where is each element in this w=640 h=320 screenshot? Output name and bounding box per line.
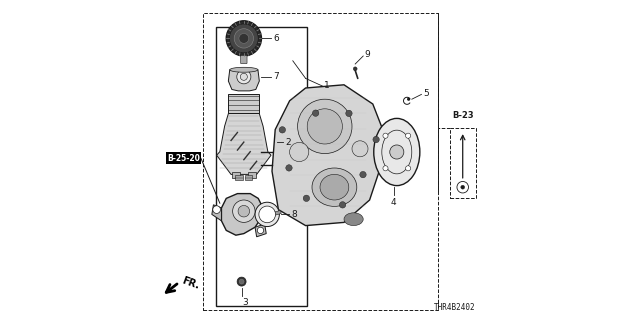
Circle shape — [461, 185, 465, 189]
Polygon shape — [228, 70, 259, 91]
Circle shape — [298, 99, 352, 154]
Polygon shape — [245, 175, 253, 180]
Circle shape — [407, 98, 410, 101]
Circle shape — [290, 142, 309, 162]
Circle shape — [239, 279, 244, 284]
Circle shape — [234, 29, 253, 48]
Circle shape — [312, 110, 319, 116]
Polygon shape — [255, 224, 266, 237]
Circle shape — [229, 24, 259, 53]
Bar — [204, 13, 438, 310]
Polygon shape — [212, 205, 221, 221]
Circle shape — [255, 202, 280, 227]
Circle shape — [227, 21, 262, 56]
Circle shape — [286, 165, 292, 171]
Circle shape — [303, 195, 310, 202]
Circle shape — [406, 133, 411, 138]
Ellipse shape — [320, 174, 349, 200]
Circle shape — [352, 141, 368, 157]
Circle shape — [383, 166, 388, 171]
Text: 2: 2 — [285, 138, 291, 147]
Text: 7: 7 — [273, 72, 279, 81]
Bar — [248, 172, 256, 178]
Circle shape — [353, 67, 357, 71]
Polygon shape — [236, 175, 243, 180]
Circle shape — [406, 166, 411, 171]
Bar — [232, 172, 240, 178]
Text: B-23: B-23 — [452, 111, 474, 120]
Circle shape — [307, 109, 342, 144]
Circle shape — [239, 34, 249, 43]
Circle shape — [346, 110, 352, 116]
Text: FR.: FR. — [181, 276, 201, 291]
Text: 5: 5 — [423, 89, 429, 98]
Polygon shape — [221, 194, 263, 235]
Circle shape — [237, 70, 251, 84]
Bar — [228, 94, 259, 113]
Bar — [450, 128, 476, 198]
Text: 8: 8 — [292, 210, 297, 219]
Circle shape — [373, 136, 380, 143]
Ellipse shape — [230, 67, 258, 72]
Circle shape — [238, 205, 250, 217]
Circle shape — [212, 206, 220, 213]
Bar — [166, 152, 201, 164]
Circle shape — [259, 206, 275, 223]
Text: 1: 1 — [324, 81, 330, 90]
Polygon shape — [272, 85, 384, 226]
Text: 9: 9 — [364, 50, 370, 59]
Circle shape — [241, 73, 248, 80]
Circle shape — [383, 133, 388, 138]
Text: 4: 4 — [391, 198, 396, 207]
Ellipse shape — [312, 168, 357, 206]
Circle shape — [339, 202, 346, 208]
Ellipse shape — [374, 118, 420, 186]
Text: B-25-20: B-25-20 — [167, 154, 200, 163]
Ellipse shape — [344, 213, 364, 226]
Circle shape — [390, 145, 404, 159]
Text: 3: 3 — [242, 298, 248, 307]
Text: 6: 6 — [274, 34, 279, 43]
Text: THR4B2402: THR4B2402 — [433, 303, 475, 312]
Circle shape — [257, 227, 264, 234]
Circle shape — [279, 127, 285, 133]
Bar — [271, 211, 281, 216]
Circle shape — [233, 200, 255, 222]
Circle shape — [237, 277, 246, 286]
FancyBboxPatch shape — [241, 55, 247, 64]
Polygon shape — [216, 113, 271, 174]
Circle shape — [360, 172, 366, 178]
Bar — [216, 27, 307, 306]
